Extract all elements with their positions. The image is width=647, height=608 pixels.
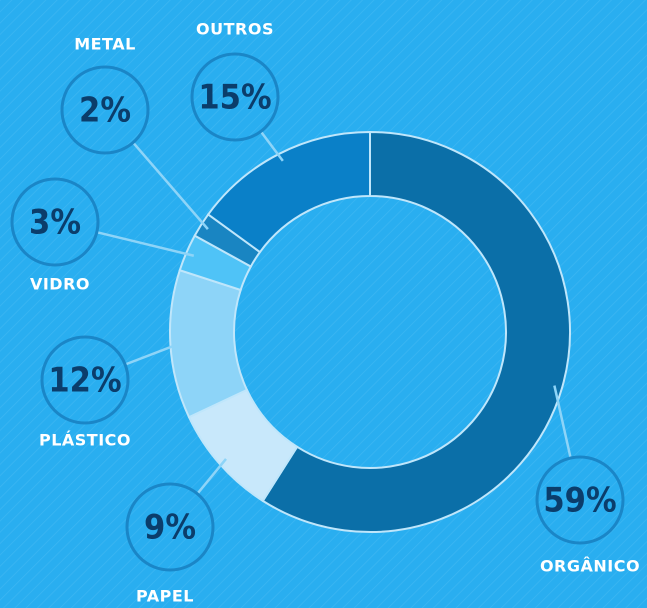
- value-label: 59%: [543, 481, 616, 521]
- category-label: ORGÂNICO: [540, 557, 640, 576]
- callout-circle: [60, 65, 150, 155]
- category-label: PLÁSTICO: [39, 431, 131, 450]
- donut-slice: [261, 130, 571, 533]
- category-label: OUTROS: [196, 20, 274, 39]
- leader-line: [132, 141, 209, 230]
- callout-circle: [10, 177, 100, 267]
- callout-circle: [125, 482, 215, 572]
- category-label: VIDRO: [30, 275, 90, 294]
- value-label: 15%: [198, 78, 271, 118]
- leader-line: [96, 230, 195, 257]
- callout-circle: [190, 52, 280, 142]
- donut-slice: [169, 268, 249, 419]
- callout-circle: [40, 335, 130, 425]
- category-label: METAL: [74, 35, 136, 54]
- leader-line: [196, 458, 227, 495]
- value-label: 9%: [144, 508, 196, 548]
- donut-slice: [206, 130, 371, 254]
- leader-line: [124, 342, 179, 366]
- value-label: 2%: [79, 91, 131, 131]
- value-label: 3%: [29, 203, 81, 243]
- leader-line: [259, 130, 284, 162]
- leader-line: [553, 385, 572, 459]
- value-label: 12%: [48, 361, 121, 401]
- callout-circle: [535, 455, 625, 545]
- category-label: PAPEL: [136, 587, 194, 606]
